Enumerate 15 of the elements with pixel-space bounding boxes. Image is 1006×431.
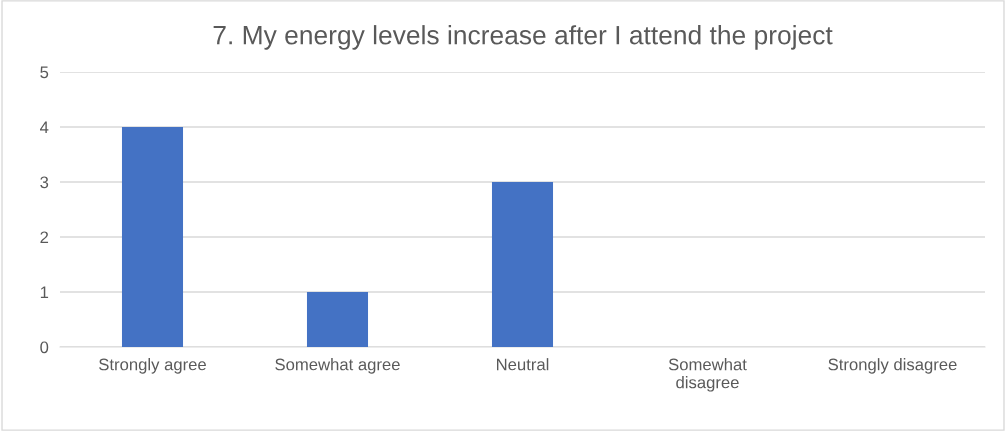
x-tick-label: Neutral bbox=[497, 358, 549, 371]
bar bbox=[491, 182, 554, 347]
y-tick-label: 4 bbox=[40, 121, 49, 134]
y-tick-label: 0 bbox=[40, 341, 49, 354]
y-tick-label: 5 bbox=[40, 66, 49, 79]
x-tick-label: Strongly disagree bbox=[828, 358, 957, 374]
bar bbox=[306, 292, 369, 347]
bar bbox=[121, 127, 184, 347]
x-tick-label: Somewhat agree bbox=[275, 358, 400, 374]
y-tick-label: 1 bbox=[40, 286, 49, 299]
y-tick-label: 2 bbox=[40, 231, 49, 244]
chart-title: 7. My energy levels increase after I attend the project bbox=[213, 25, 833, 50]
x-tick-label: Somewhat disagree bbox=[668, 358, 747, 392]
x-tick-label: Strongly agree bbox=[99, 358, 206, 374]
y-tick-label: 3 bbox=[40, 176, 49, 189]
